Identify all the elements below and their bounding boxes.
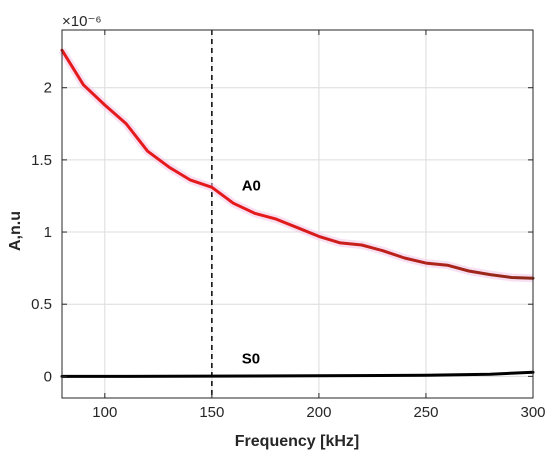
y-tick-label: 1 <box>44 224 52 241</box>
series-glow <box>58 48 534 283</box>
y-axis-label: A,n.u <box>7 211 24 251</box>
y-exponent-label: ×10⁻⁶ <box>62 13 102 30</box>
x-tick-label: 200 <box>306 404 331 421</box>
x-axis-label: Frequency [kHz] <box>235 433 359 450</box>
x-tick-label: 250 <box>413 404 438 421</box>
series-line-s0 <box>60 370 535 378</box>
y-tick-label: 0 <box>44 368 52 385</box>
y-tick-label: 0.5 <box>31 296 52 313</box>
annotation-s0: S0 <box>242 351 260 368</box>
axes-frame <box>61 29 534 399</box>
x-tick-label: 150 <box>199 404 224 421</box>
x-tick-label: 100 <box>92 404 117 421</box>
y-tick-label: 2 <box>44 80 52 97</box>
annotation-layer: A0 S0 <box>242 177 261 367</box>
y-tick-label: 1.5 <box>31 152 52 169</box>
annotation-a0: A0 <box>242 177 261 194</box>
series-layer <box>58 48 535 378</box>
grid <box>62 30 534 398</box>
tick-layer: 100 150 200 250 300 0 0.5 1 1.5 2 <box>31 30 546 421</box>
series-line-a0 <box>60 48 535 280</box>
x-tick-label: 300 <box>520 404 545 421</box>
